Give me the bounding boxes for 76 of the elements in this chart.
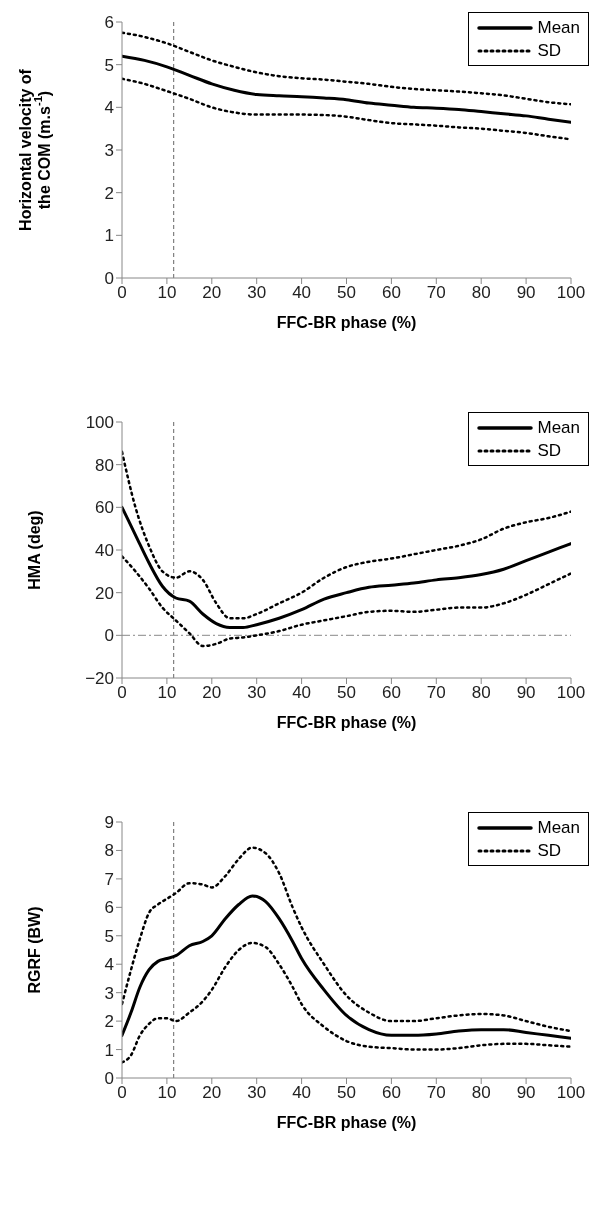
x-tick-label: 60 bbox=[381, 1083, 401, 1103]
y-tick-label: 1 bbox=[104, 226, 114, 246]
x-tick-label: 100 bbox=[556, 283, 586, 303]
x-tick-label: 20 bbox=[202, 1083, 222, 1103]
y-tick-label: 0 bbox=[104, 269, 114, 289]
x-tick-label: 90 bbox=[516, 1083, 536, 1103]
x-tick-label: 30 bbox=[247, 683, 267, 703]
legend-label: SD bbox=[537, 440, 562, 462]
line-series bbox=[122, 941, 571, 1064]
y-tick-label: 60 bbox=[95, 498, 114, 518]
x-tick-label: 90 bbox=[516, 683, 536, 703]
x-tick-label: 40 bbox=[292, 683, 312, 703]
y-tick-label: 6 bbox=[104, 13, 114, 33]
y-tick-label: 1 bbox=[104, 1040, 114, 1060]
x-axis-title: FFC-BR phase (%) bbox=[276, 1114, 417, 1131]
x-tick-label: 100 bbox=[556, 683, 586, 703]
y-tick-label: 5 bbox=[104, 926, 114, 946]
y-tick-label: 100 bbox=[85, 413, 114, 433]
x-tick-label: 70 bbox=[426, 283, 446, 303]
x-axis-title: FFC-BR phase (%) bbox=[276, 714, 417, 731]
x-tick-label: 10 bbox=[157, 683, 177, 703]
legend-label: Mean bbox=[537, 417, 580, 439]
x-tick-label: 80 bbox=[471, 283, 491, 303]
x-tick-label: 0 bbox=[117, 1083, 127, 1103]
y-tick-label: 20 bbox=[95, 583, 114, 603]
x-tick-label: 0 bbox=[117, 683, 127, 703]
y-tick-label: 3 bbox=[104, 141, 114, 161]
y-tick-label: 40 bbox=[95, 541, 114, 561]
x-tick-label: 20 bbox=[202, 683, 222, 703]
line-series bbox=[122, 894, 571, 1040]
y-tick-label: 4 bbox=[104, 98, 114, 118]
x-tick-label: 60 bbox=[381, 283, 401, 303]
x-tick-label: 50 bbox=[337, 283, 356, 303]
x-tick-label: 40 bbox=[292, 283, 312, 303]
y-tick-label: 3 bbox=[104, 983, 114, 1003]
y-tick-label: 7 bbox=[104, 869, 114, 889]
x-tick-label: 50 bbox=[337, 1083, 356, 1103]
x-tick-label: 70 bbox=[426, 1083, 446, 1103]
y-tick-label: 2 bbox=[104, 1012, 114, 1032]
x-tick-label: 10 bbox=[157, 283, 177, 303]
y-tick-label: 6 bbox=[104, 898, 114, 918]
x-tick-label: 0 bbox=[117, 283, 127, 303]
x-tick-label: 80 bbox=[471, 1083, 491, 1103]
y-tick-label: −20 bbox=[85, 669, 114, 689]
y-tick-label: 9 bbox=[104, 813, 114, 833]
x-tick-label: 30 bbox=[247, 1083, 267, 1103]
y-tick-label: 80 bbox=[95, 455, 114, 475]
x-tick-label: 50 bbox=[337, 683, 356, 703]
y-axis-title: RGRF (BW) bbox=[25, 906, 43, 994]
line-series bbox=[122, 77, 571, 141]
line-series bbox=[122, 54, 571, 124]
x-tick-label: 70 bbox=[426, 683, 446, 703]
y-tick-label: 8 bbox=[104, 841, 114, 861]
x-tick-label: 20 bbox=[202, 283, 222, 303]
line-series bbox=[122, 846, 571, 1033]
y-tick-label: 5 bbox=[104, 55, 114, 75]
legend-label: Mean bbox=[537, 17, 580, 39]
legend-label: SD bbox=[537, 40, 562, 62]
y-tick-label: 0 bbox=[104, 626, 114, 646]
y-tick-label: 2 bbox=[104, 183, 114, 203]
line-series bbox=[122, 505, 571, 629]
x-tick-label: 100 bbox=[556, 1083, 586, 1103]
x-axis-title: FFC-BR phase (%) bbox=[276, 314, 417, 331]
y-tick-label: 4 bbox=[104, 955, 114, 975]
x-tick-label: 90 bbox=[516, 283, 536, 303]
legend-label: Mean bbox=[537, 817, 580, 839]
y-axis-title: HMA (deg) bbox=[25, 510, 43, 590]
x-tick-label: 60 bbox=[381, 683, 401, 703]
y-tick-label: 0 bbox=[104, 1069, 114, 1089]
x-tick-label: 30 bbox=[247, 283, 267, 303]
x-tick-label: 10 bbox=[157, 1083, 177, 1103]
line-series bbox=[122, 555, 571, 648]
legend-label: SD bbox=[537, 840, 562, 862]
x-tick-label: 40 bbox=[292, 1083, 312, 1103]
x-tick-label: 80 bbox=[471, 683, 491, 703]
line-series bbox=[122, 31, 571, 106]
